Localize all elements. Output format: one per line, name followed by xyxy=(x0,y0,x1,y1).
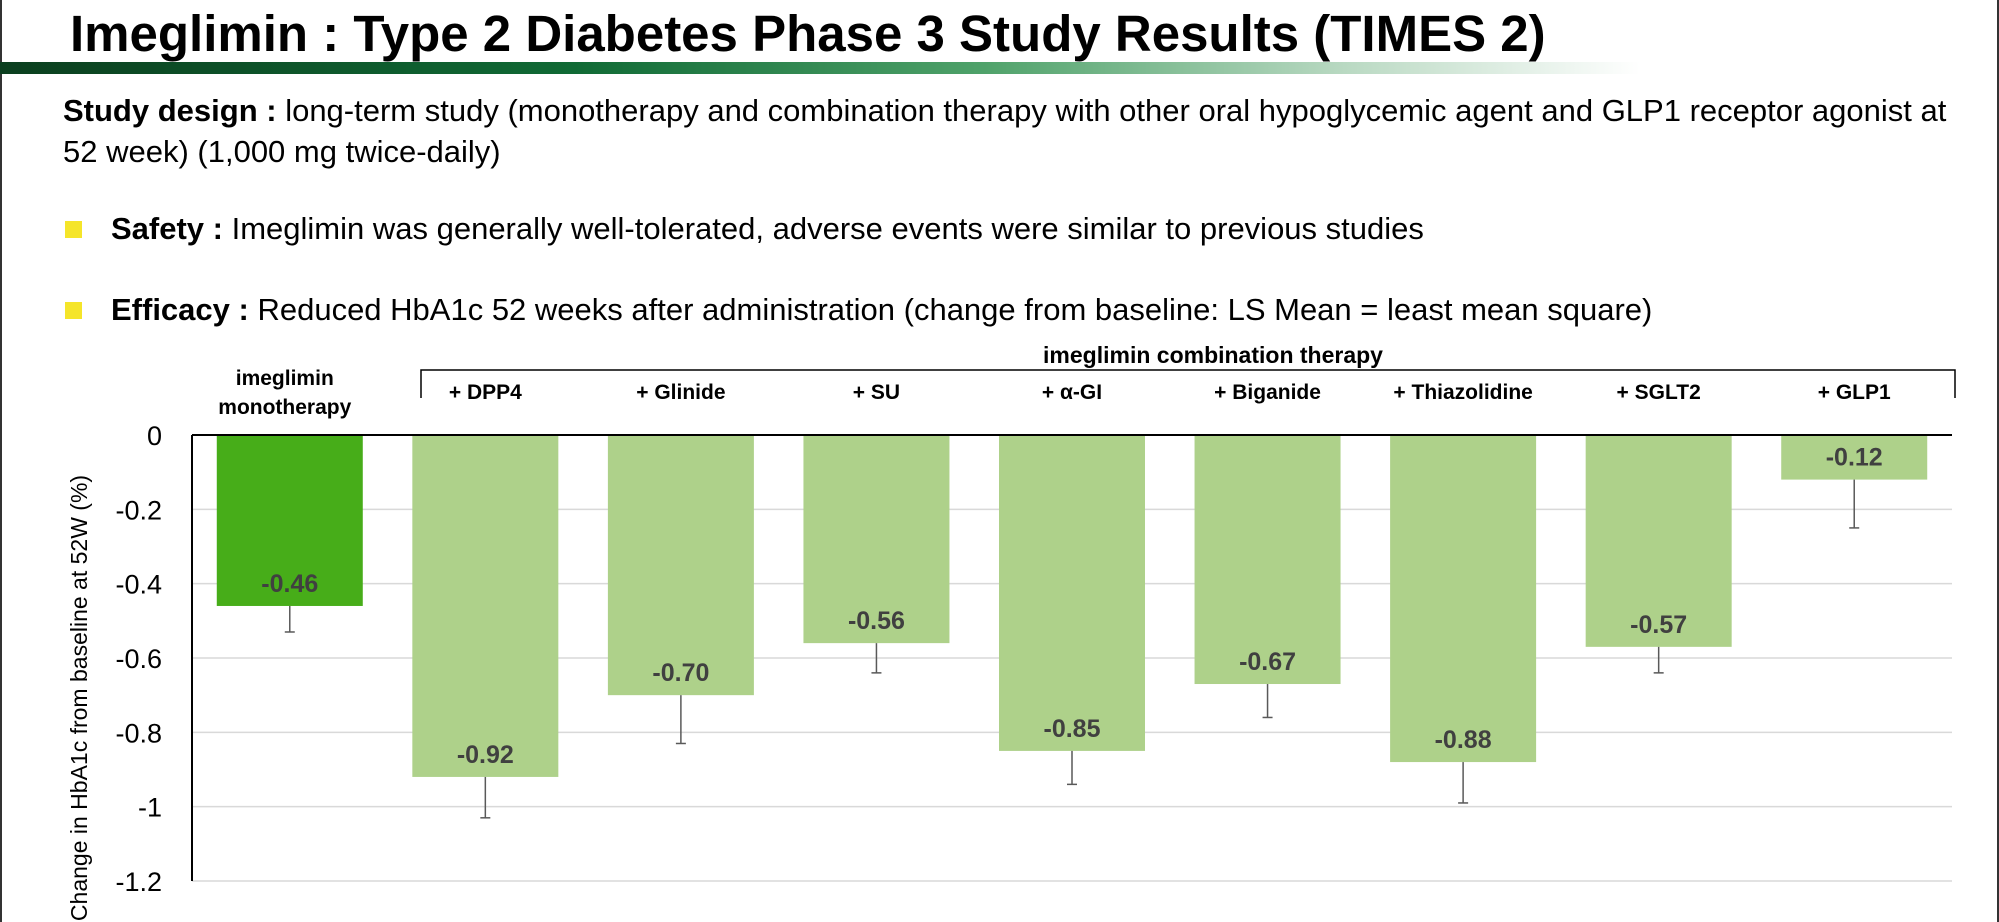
page-title: Imeglimin : Type 2 Diabetes Phase 3 Stud… xyxy=(70,5,1546,62)
group-bracket xyxy=(420,369,1956,398)
bullet-square-icon xyxy=(65,302,82,319)
y-tick-label: -0.2 xyxy=(115,495,162,525)
bar xyxy=(607,435,754,696)
y-tick-label: -0.4 xyxy=(115,570,162,600)
category-label: + SU xyxy=(853,381,900,404)
bar xyxy=(1585,435,1732,647)
safety-label: Safety : xyxy=(111,211,223,246)
y-tick-label: 0 xyxy=(147,421,162,451)
category-label: + Thiazolidine xyxy=(1393,381,1532,404)
y-tick-label: -1.2 xyxy=(115,867,162,897)
study-design-label: Study design : xyxy=(63,93,277,128)
left-border xyxy=(0,0,2,922)
bar xyxy=(1781,435,1928,480)
category-label: + α-GI xyxy=(1042,381,1102,404)
bullet-square-icon xyxy=(65,221,82,238)
study-design-text: long-term study (monotherapy and combina… xyxy=(63,93,1947,169)
bar xyxy=(1390,435,1537,763)
data-label: -0.12 xyxy=(1826,444,1883,472)
efficacy-label: Efficacy : xyxy=(111,292,249,327)
category-label: + SGLT2 xyxy=(1617,381,1701,404)
data-label: -0.46 xyxy=(261,570,318,598)
data-label: -0.57 xyxy=(1630,611,1687,639)
bar xyxy=(412,435,559,777)
bar xyxy=(216,435,363,606)
bar xyxy=(803,435,950,644)
bar xyxy=(999,435,1145,751)
data-label: -0.56 xyxy=(848,607,905,635)
data-label: -0.70 xyxy=(652,659,709,687)
y-tick-label: -1 xyxy=(138,793,162,823)
data-label: -0.88 xyxy=(1435,726,1492,754)
bar xyxy=(1194,435,1341,685)
right-border xyxy=(1997,0,1999,922)
study-design-paragraph: Study design : long-term study (monother… xyxy=(63,90,1953,172)
y-tick-label: -0.6 xyxy=(115,644,162,674)
y-axis-title: Change in HbA1c from baseline at 52W (%) xyxy=(66,475,92,921)
category-label: + Glinide xyxy=(636,381,725,404)
safety-text: Imeglimin was generally well-tolerated, … xyxy=(222,211,1424,246)
data-label: -0.92 xyxy=(457,741,514,769)
category-label: monotherapy xyxy=(218,396,351,419)
y-tick-label: -0.8 xyxy=(115,718,162,748)
efficacy-text: Reduced HbA1c 52 weeks after administrat… xyxy=(248,292,1653,327)
category-label: + GLP1 xyxy=(1818,381,1891,404)
data-label: -0.67 xyxy=(1239,648,1296,676)
data-label: -0.85 xyxy=(1044,715,1101,743)
category-label: + DPP4 xyxy=(449,381,522,404)
category-label: + Biganide xyxy=(1214,381,1321,404)
category-label: imeglimin xyxy=(236,367,334,390)
title-underline-bar xyxy=(0,62,1640,74)
group-label: imeglimin combination therapy xyxy=(1043,342,1383,368)
